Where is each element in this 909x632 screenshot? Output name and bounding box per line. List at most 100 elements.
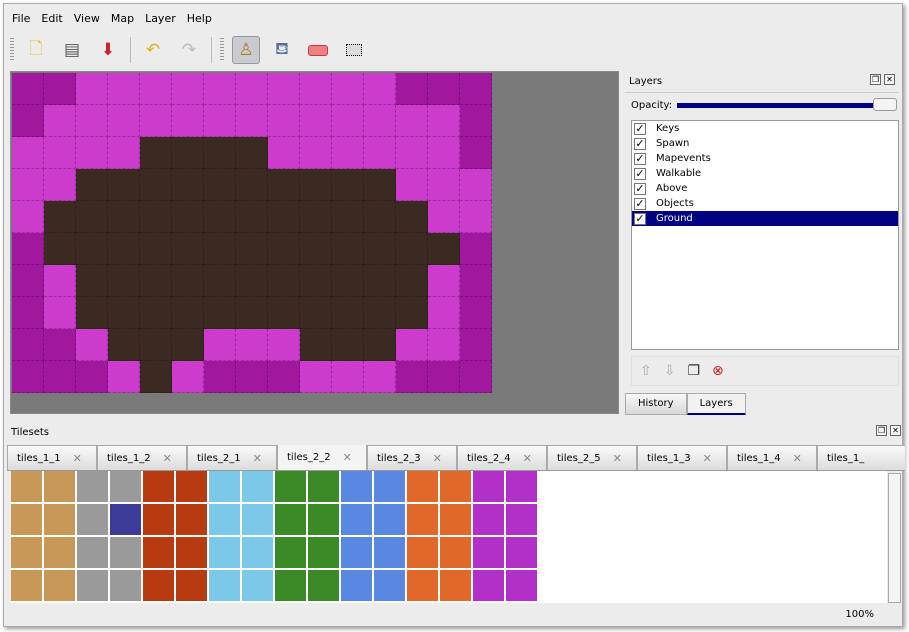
tileset-tile[interactable] <box>308 570 340 602</box>
map-tile[interactable] <box>428 169 460 201</box>
vertical-scrollbar[interactable] <box>888 473 901 603</box>
layer-item[interactable]: ✓ Keys <box>632 121 898 136</box>
map-tile[interactable] <box>364 201 396 233</box>
close-tab-icon[interactable]: ✕ <box>792 451 802 465</box>
map-tile[interactable] <box>396 233 428 265</box>
layer-item[interactable]: ✓ Objects <box>632 196 898 211</box>
tileset-tile[interactable] <box>341 471 373 503</box>
map-tile[interactable] <box>364 105 396 137</box>
map-tile[interactable] <box>76 297 108 329</box>
map-tile[interactable] <box>364 233 396 265</box>
map-tile[interactable] <box>76 361 108 393</box>
tileset-tile[interactable] <box>440 504 472 536</box>
tileset-tile[interactable] <box>506 504 538 536</box>
tileset-tab[interactable]: tiles_1_ <box>817 445 905 470</box>
redo-icon[interactable]: ↷ <box>181 40 197 60</box>
map-tile[interactable] <box>172 329 204 361</box>
tileset-tile[interactable] <box>44 504 76 536</box>
visibility-checkbox[interactable]: ✓ <box>634 211 646 225</box>
close-tab-icon[interactable]: ✕ <box>432 451 442 465</box>
map-tile[interactable] <box>268 169 300 201</box>
map-tile[interactable] <box>396 265 428 297</box>
map-tile[interactable] <box>76 265 108 297</box>
tileset-tile[interactable] <box>506 471 538 503</box>
map-tile[interactable] <box>268 233 300 265</box>
tileset-tile[interactable] <box>473 504 505 536</box>
map-tile[interactable] <box>12 297 44 329</box>
map-tile[interactable] <box>172 169 204 201</box>
map-tile[interactable] <box>396 137 428 169</box>
tileset-tile[interactable] <box>77 570 109 602</box>
tileset-tab[interactable]: tiles_1_1 ✕ <box>7 445 97 470</box>
map-tile[interactable] <box>140 73 172 105</box>
tileset-tile[interactable] <box>110 570 142 602</box>
map-tile[interactable] <box>108 201 140 233</box>
move-layer-down-icon[interactable]: ⇩ <box>663 363 676 379</box>
close-tab-icon[interactable]: ✕ <box>342 450 352 464</box>
map-tile[interactable] <box>460 265 492 297</box>
tileset-tile[interactable] <box>242 570 274 602</box>
map-tile[interactable] <box>76 137 108 169</box>
map-tile[interactable] <box>460 105 492 137</box>
tileset-tab[interactable]: tiles_2_3 ✕ <box>367 445 457 470</box>
map-tile[interactable] <box>12 233 44 265</box>
tileset-tile[interactable] <box>176 570 208 602</box>
map-tile[interactable] <box>172 297 204 329</box>
map-tile[interactable] <box>44 297 76 329</box>
tileset-tab[interactable]: tiles_2_5 ✕ <box>547 445 637 470</box>
tileset-tile[interactable] <box>308 504 340 536</box>
map-tile[interactable] <box>300 297 332 329</box>
tileset-tile[interactable] <box>374 570 406 602</box>
map-tile[interactable] <box>268 137 300 169</box>
map-tile[interactable] <box>300 265 332 297</box>
map-tile[interactable] <box>236 233 268 265</box>
visibility-checkbox[interactable]: ✓ <box>634 151 646 165</box>
map-tile[interactable] <box>332 105 364 137</box>
map-tile[interactable] <box>172 265 204 297</box>
tileset-tile[interactable] <box>77 537 109 569</box>
tileset-tile[interactable] <box>407 570 439 602</box>
menu-edit[interactable]: Edit <box>41 12 63 25</box>
tileset-tab[interactable]: tiles_1_3 ✕ <box>637 445 727 470</box>
map-tile[interactable] <box>460 137 492 169</box>
map-tile[interactable] <box>428 297 460 329</box>
map-tile[interactable] <box>140 265 172 297</box>
map-tile[interactable] <box>268 329 300 361</box>
map-tile[interactable] <box>332 265 364 297</box>
tileset-tile[interactable] <box>209 504 241 536</box>
open-icon[interactable]: ▤ <box>63 40 81 60</box>
tileset-tile[interactable] <box>44 570 76 602</box>
close-tab-icon[interactable]: ✕ <box>162 451 172 465</box>
tileset-tile[interactable] <box>308 471 340 503</box>
tileset-tile[interactable] <box>77 471 109 503</box>
map-tile[interactable] <box>364 361 396 393</box>
map-tile[interactable] <box>236 297 268 329</box>
tileset-tab[interactable]: tiles_2_2 ✕ <box>277 445 367 470</box>
tileset-tab[interactable]: tiles_2_4 ✕ <box>457 445 547 470</box>
close-tab-icon[interactable]: ✕ <box>702 451 712 465</box>
map-tile[interactable] <box>140 169 172 201</box>
tileset-tile[interactable] <box>44 537 76 569</box>
map-tile[interactable] <box>364 169 396 201</box>
tileset-tile[interactable] <box>374 504 406 536</box>
map-tile[interactable] <box>428 361 460 393</box>
map-tile[interactable] <box>172 137 204 169</box>
map-tile[interactable] <box>428 105 460 137</box>
map-tile[interactable] <box>364 73 396 105</box>
map-tile[interactable] <box>204 297 236 329</box>
eraser-icon[interactable] <box>304 36 332 64</box>
map-tile[interactable] <box>204 265 236 297</box>
map-tile[interactable] <box>364 329 396 361</box>
menu-file[interactable]: File <box>12 12 31 25</box>
map-tile[interactable] <box>396 329 428 361</box>
new-icon[interactable]: 🗋 <box>29 38 43 59</box>
map-tile[interactable] <box>332 201 364 233</box>
tileset-tab[interactable]: tiles_2_1 ✕ <box>187 445 277 470</box>
map-tile[interactable] <box>172 73 204 105</box>
map-tile[interactable] <box>140 105 172 137</box>
map-tile[interactable] <box>204 233 236 265</box>
map-tile[interactable] <box>428 233 460 265</box>
map-tile[interactable] <box>300 137 332 169</box>
map-tile[interactable] <box>460 329 492 361</box>
map-tile[interactable] <box>172 105 204 137</box>
